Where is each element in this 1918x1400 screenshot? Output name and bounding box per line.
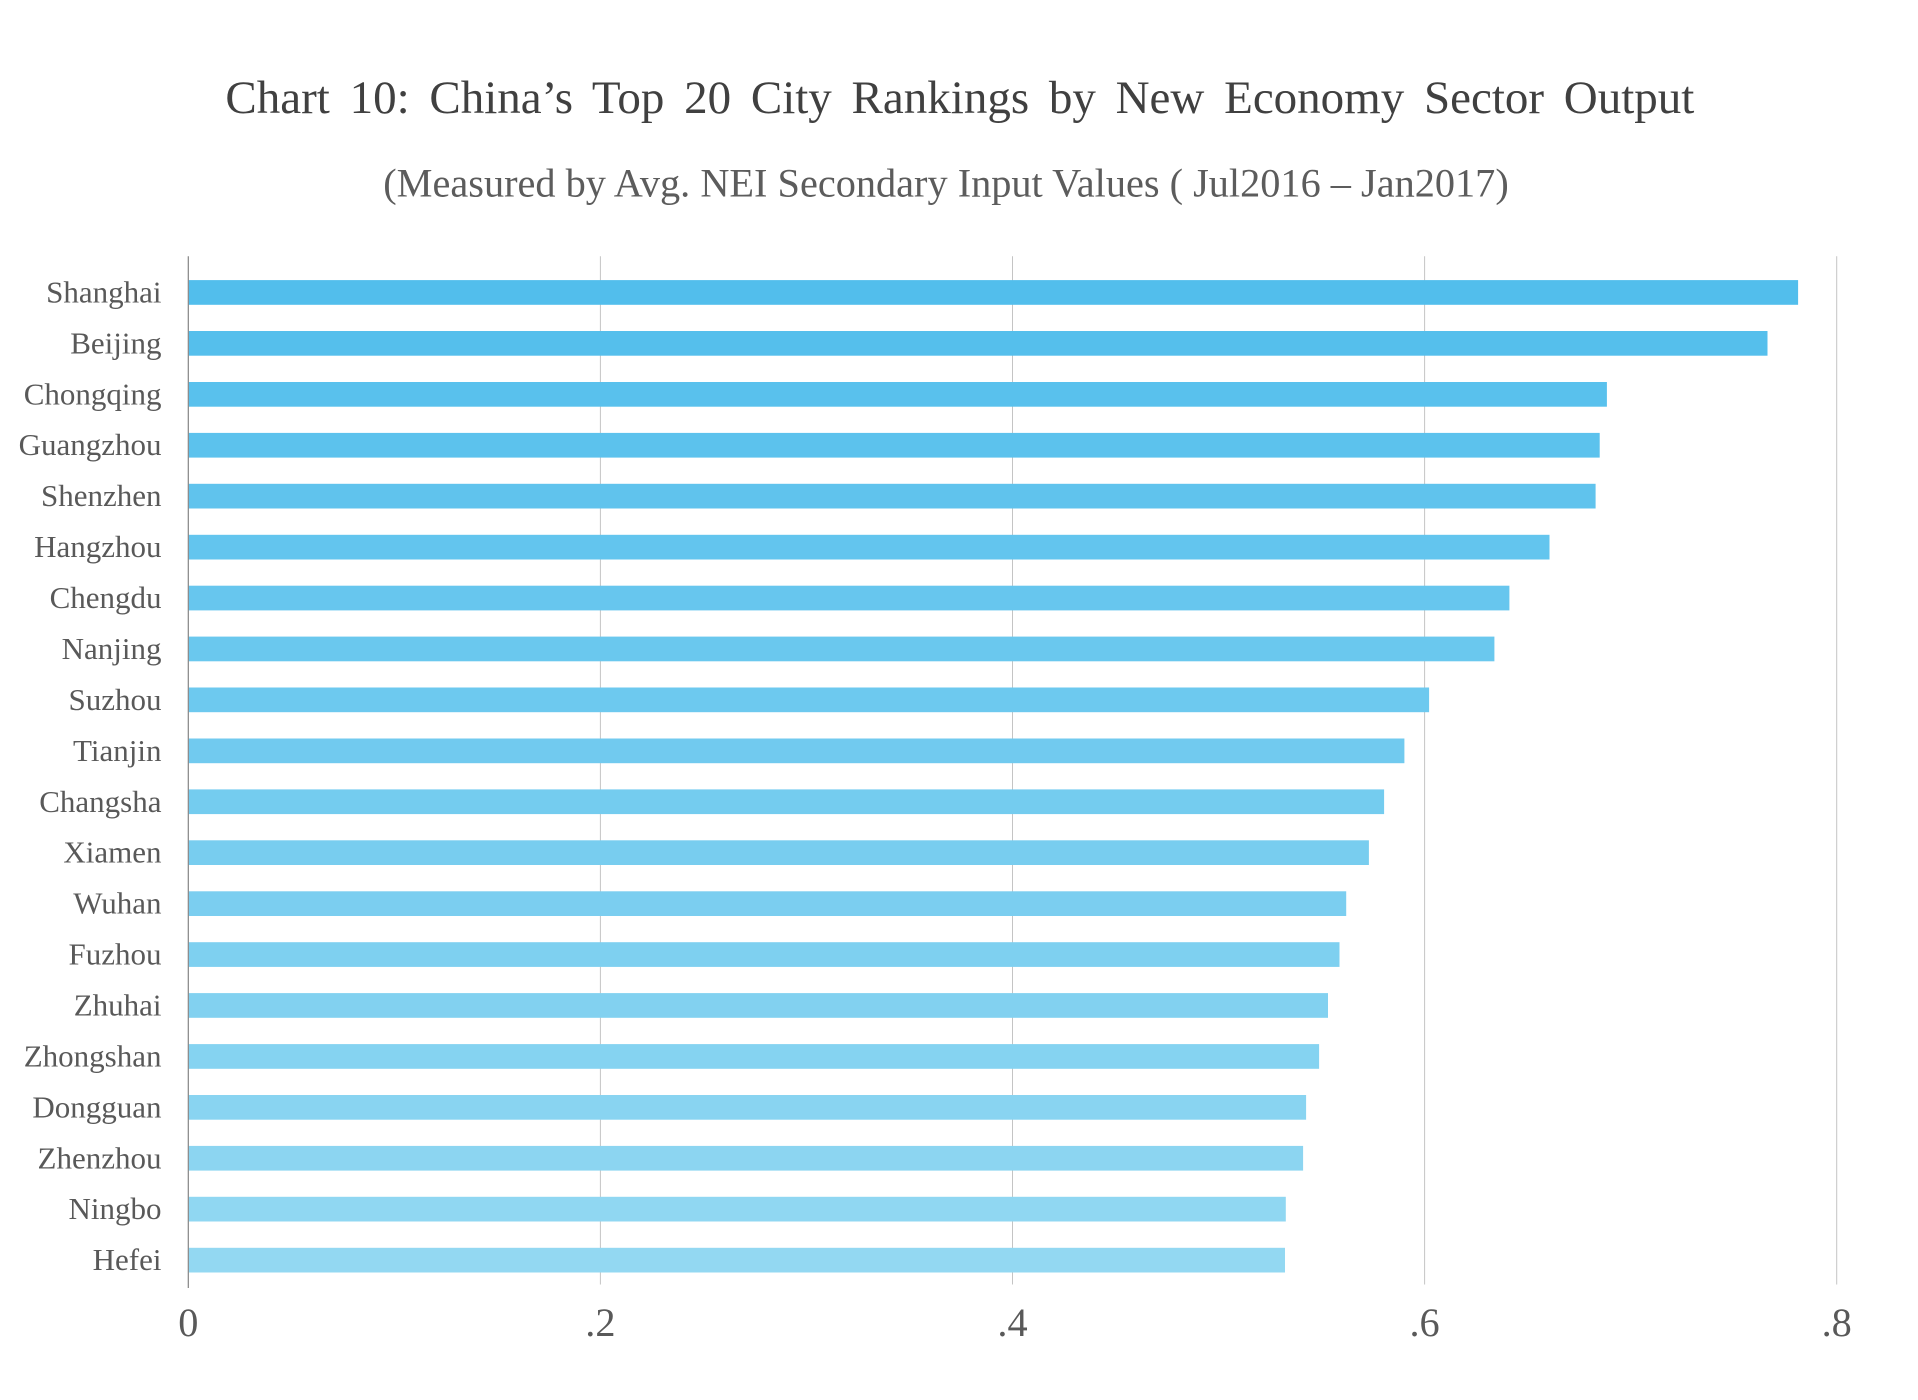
svg-text:Hefei: Hefei <box>93 1242 162 1277</box>
svg-text:Suzhou: Suzhou <box>69 682 162 717</box>
svg-text:Wuhan: Wuhan <box>73 886 162 921</box>
svg-text:Ningbo: Ningbo <box>69 1191 162 1226</box>
svg-text:Dongguan: Dongguan <box>32 1089 162 1124</box>
svg-text:(Measured by Avg. NEI Secondar: (Measured by Avg. NEI Secondary Input Va… <box>383 161 1509 206</box>
svg-text:Fuzhou: Fuzhou <box>69 937 162 972</box>
svg-text:Chart 10: China’s Top 20 City: Chart 10: China’s Top 20 City Rankings b… <box>225 72 1694 124</box>
svg-text:Zhongshan: Zhongshan <box>24 1038 162 1073</box>
svg-text:.8: .8 <box>1822 1300 1852 1345</box>
svg-text:Beijing: Beijing <box>70 325 161 360</box>
svg-text:Shanghai: Shanghai <box>46 275 162 310</box>
svg-text:Guangzhou: Guangzhou <box>19 427 162 462</box>
svg-text:0: 0 <box>178 1300 198 1345</box>
svg-text:Tianjin: Tianjin <box>73 733 162 768</box>
svg-text:Hangzhou: Hangzhou <box>34 529 161 564</box>
svg-text:Zhuhai: Zhuhai <box>74 988 162 1023</box>
svg-text:Chengdu: Chengdu <box>50 580 162 615</box>
svg-text:Xiamen: Xiamen <box>63 835 162 870</box>
svg-text:.6: .6 <box>1409 1300 1439 1345</box>
svg-text:Shenzhen: Shenzhen <box>41 478 162 513</box>
svg-text:Chongqing: Chongqing <box>24 376 162 411</box>
svg-text:.2: .2 <box>585 1300 615 1345</box>
svg-text:.4: .4 <box>997 1300 1027 1345</box>
svg-text:Changsha: Changsha <box>39 784 162 819</box>
svg-text:Nanjing: Nanjing <box>62 631 162 666</box>
svg-text:Zhenzhou: Zhenzhou <box>38 1140 162 1175</box>
